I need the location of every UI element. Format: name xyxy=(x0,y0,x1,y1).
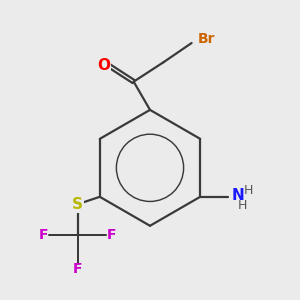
Text: F: F xyxy=(39,229,49,242)
Text: H: H xyxy=(237,199,247,212)
Text: S: S xyxy=(72,197,83,212)
Text: N: N xyxy=(232,188,245,203)
Text: F: F xyxy=(106,229,116,242)
Text: O: O xyxy=(98,58,110,73)
Text: F: F xyxy=(73,262,82,276)
Text: H: H xyxy=(244,184,253,197)
Text: Br: Br xyxy=(198,32,216,46)
